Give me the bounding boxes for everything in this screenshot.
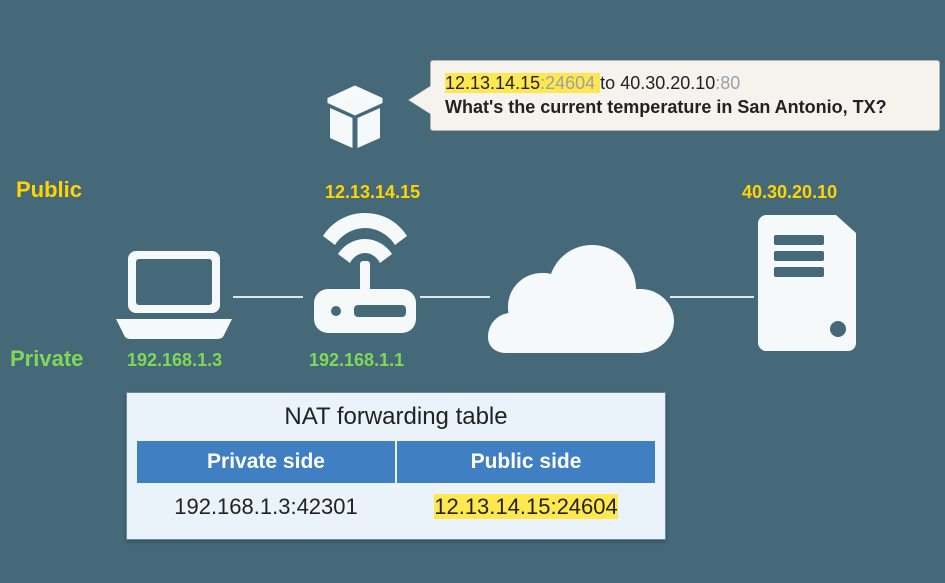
nat-cell-private: 192.168.1.3:42301 [136,484,396,530]
server-icon [752,213,862,353]
packet-mid: to [600,73,620,93]
cloud-icon [486,235,676,355]
table-row: 192.168.1.3:42301 12.13.14.15:24604 [136,484,656,530]
packet-dst-port: :80 [715,73,740,93]
public-label: Public [16,177,82,203]
router-icon [300,205,430,345]
device-row [0,215,945,365]
laptop-icon [110,245,238,345]
nat-table-title: NAT forwarding table [135,403,657,431]
packet-dst-ip: 40.30.20.10 [620,73,715,93]
packet-payload: What's the current temperature in San An… [445,95,925,119]
package-icon [315,78,395,158]
nat-table: Private side Public side 192.168.1.3:423… [135,439,657,531]
packet-src-port: :24604 [540,73,595,93]
packet-src-ip: 12.13.14.15 [445,73,540,93]
packet-bubble: 12.13.14.15:24604 to 40.30.20.10:80 What… [430,60,940,131]
nat-col-private: Private side [136,440,396,484]
packet-header-line: 12.13.14.15:24604 to 40.30.20.10:80 [445,71,925,95]
router-public-ip: 12.13.14.15 [325,182,420,203]
nat-col-public: Public side [396,440,656,484]
server-public-ip: 40.30.20.10 [742,182,837,203]
nat-cell-public: 12.13.14.15:24604 [396,484,656,530]
nat-table-panel: NAT forwarding table Private side Public… [126,392,666,540]
